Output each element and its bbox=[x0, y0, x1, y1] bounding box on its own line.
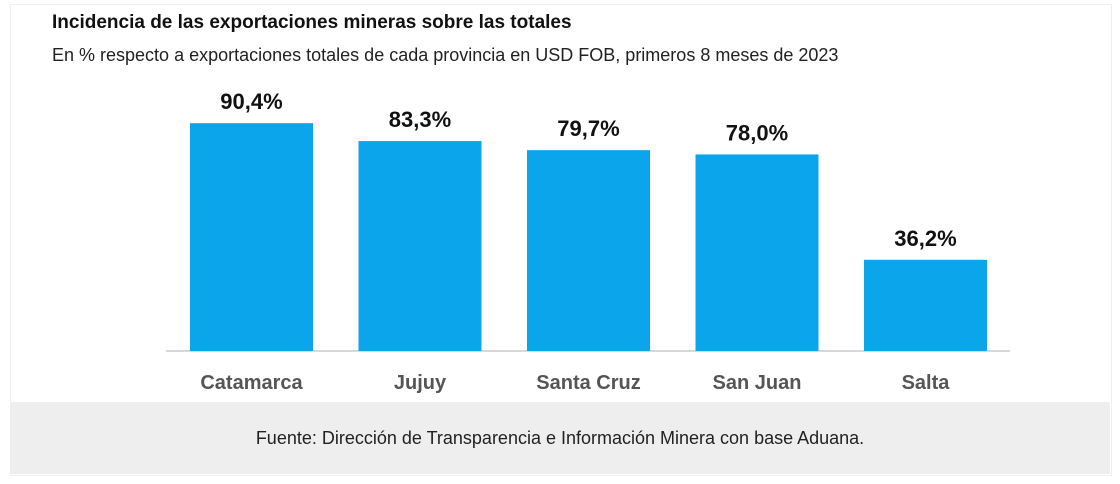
data-label: 90,4% bbox=[220, 89, 282, 114]
bar-santa-cruz bbox=[527, 150, 650, 351]
data-label: 79,7% bbox=[557, 116, 619, 141]
category-label: Santa Cruz bbox=[536, 372, 640, 394]
chart-title: Incidencia de las exportaciones mineras … bbox=[52, 12, 572, 33]
data-label: 78,0% bbox=[726, 120, 788, 145]
bar-jujuy bbox=[358, 141, 482, 351]
bar-catamarca bbox=[190, 123, 313, 351]
bar-salta bbox=[864, 259, 987, 351]
category-label: Salta bbox=[902, 372, 951, 394]
bar-san-juan bbox=[695, 154, 819, 351]
category-label: San Juan bbox=[713, 372, 802, 394]
data-label: 83,3% bbox=[389, 107, 451, 132]
bar-chart: 90,4% Catamarca 83,3% Jujuy 79,7% Santa Cruz 7… bbox=[166, 89, 1010, 394]
source-footer: Fuente: Dirección de Transparencia e Inf… bbox=[10, 402, 1110, 474]
source-note: Fuente: Dirección de Transparencia e Inf… bbox=[255, 427, 865, 448]
category-label: Jujuy bbox=[394, 372, 447, 394]
category-label: Catamarca bbox=[200, 372, 303, 394]
data-label: 36,2% bbox=[894, 226, 956, 251]
chart-subtitle: En % respecto a exportaciones totales de… bbox=[52, 45, 839, 65]
